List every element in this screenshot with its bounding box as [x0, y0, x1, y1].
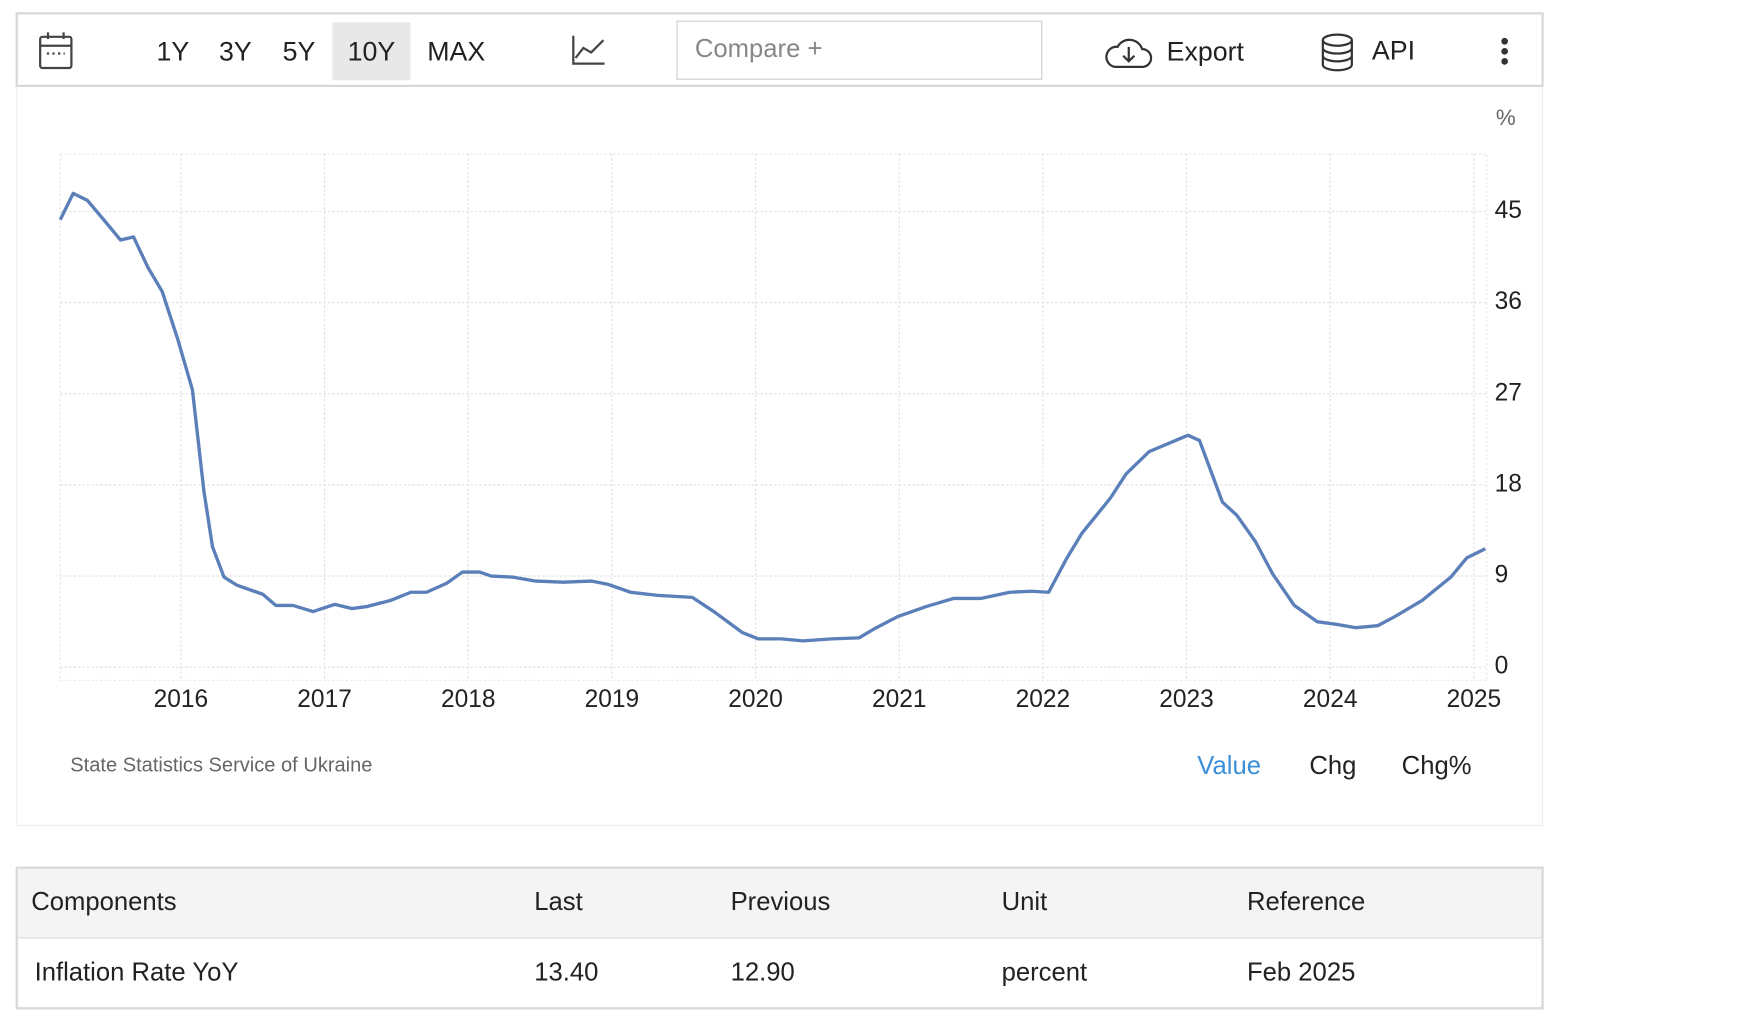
- tab[interactable]: Value: [1197, 752, 1261, 780]
- y-tick-label: 45: [1495, 197, 1522, 224]
- table-cell: Inflation Rate YoY: [35, 958, 239, 986]
- compare-placeholder: Compare +: [695, 35, 823, 63]
- more-menu[interactable]: [1501, 37, 1508, 65]
- export-icon[interactable]: [1105, 38, 1153, 69]
- column-header: Previous: [731, 888, 831, 916]
- y-tick-label: 0: [1495, 653, 1509, 680]
- x-tick-label: 2017: [297, 686, 352, 713]
- export-button[interactable]: Export: [1167, 37, 1245, 67]
- tab[interactable]: Chg%: [1402, 752, 1472, 780]
- plot-area: [59, 153, 1488, 681]
- calendar-icon[interactable]: [39, 32, 73, 70]
- x-tick-label: 2018: [441, 686, 496, 713]
- y-tick-label: 27: [1495, 379, 1522, 406]
- range-active-bg: [332, 22, 411, 81]
- api-button[interactable]: API: [1372, 35, 1415, 65]
- y-unit: %: [1496, 105, 1516, 130]
- x-tick-label: 2021: [872, 686, 927, 713]
- compare-input[interactable]: [676, 20, 1043, 80]
- x-tick-label: 2016: [154, 686, 209, 713]
- column-header: Last: [534, 888, 582, 916]
- y-tick-label: 36: [1495, 288, 1522, 315]
- table-cell: 13.40: [534, 958, 598, 986]
- plot: 0 9 18 27 36 45 2016 2017 2018 2019 2020 2021 2022 20…: [58, 153, 1522, 713]
- column-header: Reference: [1247, 888, 1365, 916]
- x-tick-label: 2022: [1016, 686, 1071, 713]
- y-tick-label: 18: [1495, 470, 1522, 497]
- chart-type-icon[interactable]: [572, 35, 605, 65]
- api-icon[interactable]: [1321, 33, 1353, 72]
- chart-panel: [16, 12, 1544, 826]
- x-tick-label: 2019: [585, 686, 640, 713]
- x-tick-label: 2023: [1159, 686, 1214, 713]
- data-line: [58, 191, 1487, 643]
- table-cell: 12.90: [731, 958, 795, 986]
- x-tick-label: 2024: [1303, 686, 1358, 713]
- source: State Statistics Service of Ukraine: [70, 755, 372, 777]
- range-button[interactable]: 3Y: [219, 37, 252, 67]
- range-button[interactable]: MAX: [427, 37, 485, 67]
- table-header: [17, 868, 1542, 939]
- tab[interactable]: Chg: [1309, 752, 1356, 780]
- table-cells: Components Last Previous Unit Reference Infla…: [31, 888, 1365, 986]
- x-tick-label: 2025: [1447, 686, 1502, 713]
- range-button[interactable]: 5Y: [283, 37, 316, 67]
- table-cell: percent: [1002, 958, 1088, 986]
- range-button[interactable]: 1Y: [157, 37, 190, 67]
- range-button[interactable]: 10Y: [348, 37, 396, 67]
- x-tick-label: 2020: [728, 686, 783, 713]
- table-cell: Feb 2025: [1247, 958, 1355, 986]
- column-header: Unit: [1002, 888, 1048, 916]
- column-header: Components: [31, 888, 176, 916]
- y-tick-label: 9: [1495, 562, 1509, 589]
